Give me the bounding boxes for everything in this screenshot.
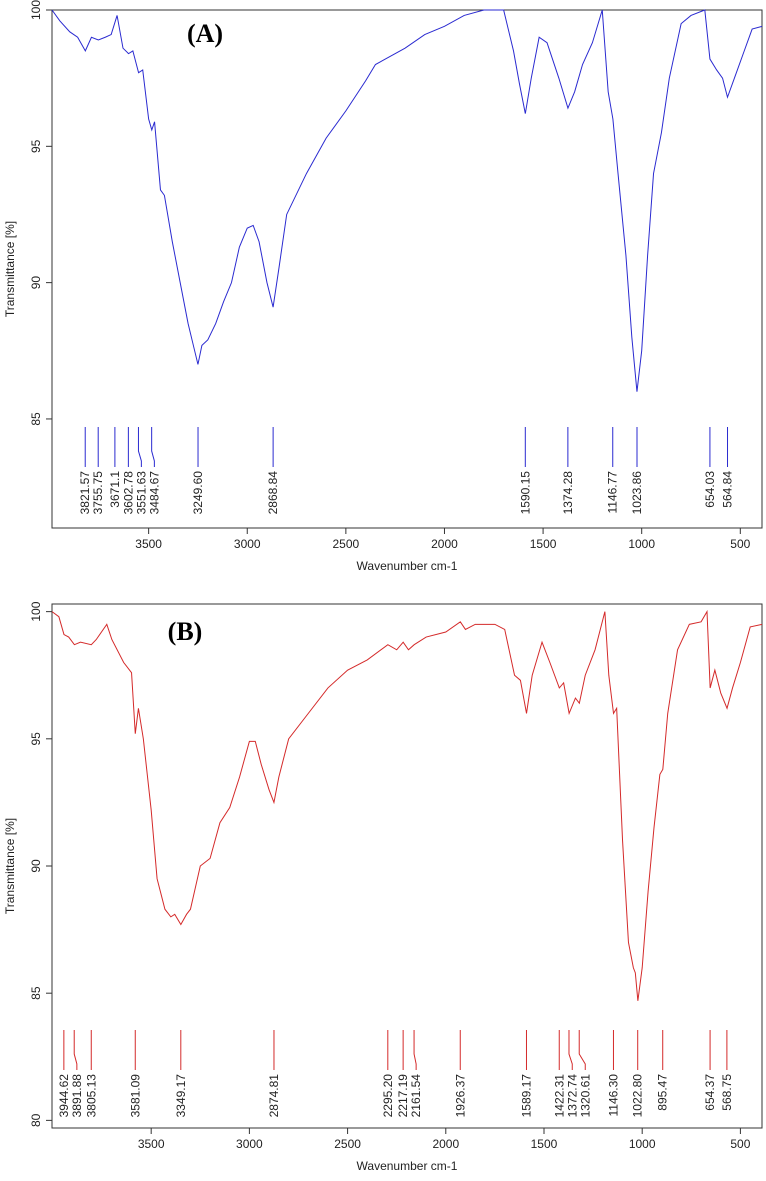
x-tick-label: 3000: [236, 1137, 263, 1151]
chart-title: (A): [187, 19, 223, 48]
peak-label: 1590.15: [518, 471, 532, 515]
y-tick-label: 90: [29, 859, 43, 873]
peak-label: 1146.30: [606, 1074, 620, 1117]
x-tick-label: 500: [730, 1137, 750, 1151]
y-tick-label: 95: [29, 139, 43, 153]
x-tick-label: 3000: [234, 537, 261, 551]
peak-label: 3755.75: [91, 471, 105, 515]
peak-label: 1146.77: [606, 471, 620, 514]
peak-label: 3944.62: [57, 1074, 71, 1118]
peak-label: 1374.28: [561, 471, 575, 515]
peak-label: 2874.81: [267, 1074, 281, 1118]
y-tick-label: 85: [29, 986, 43, 1000]
x-tick-label: 500: [730, 537, 750, 551]
peak-label: 2868.84: [266, 471, 280, 515]
y-tick-label: 80: [29, 1113, 43, 1127]
x-tick-label: 1500: [530, 537, 557, 551]
y-tick-label: 90: [29, 276, 43, 290]
x-tick-label: 3500: [135, 537, 162, 551]
peak-label: 3602.78: [121, 471, 135, 515]
plot-frame: [51, 603, 763, 1129]
x-tick-label: 1000: [628, 537, 655, 551]
peak-label: 3671.1: [108, 471, 122, 508]
peak-label: 2217.19: [396, 1074, 410, 1118]
x-axis-label: Wavenumber cm-1: [357, 559, 458, 573]
x-tick-label: 2500: [334, 1137, 361, 1151]
peak-label: 1422.31: [552, 1074, 566, 1118]
peak-marker: [413, 1030, 417, 1070]
peak-marker: [73, 1030, 78, 1070]
y-axis-label: Transmittance [%]: [3, 818, 17, 914]
peak-label: 654.37: [703, 1074, 717, 1111]
peak-marker: [151, 427, 155, 467]
spectrum-line: [51, 9, 763, 392]
peak-marker: [578, 1030, 586, 1070]
peak-label: 2161.54: [409, 1074, 423, 1118]
peak-label: 895.47: [656, 1074, 670, 1111]
peak-label: 3821.57: [78, 471, 92, 515]
peak-label: 1926.37: [453, 1074, 467, 1118]
y-tick-label: 100: [29, 601, 43, 621]
peak-label: 654.03: [703, 471, 717, 508]
peak-marker: [568, 1030, 573, 1070]
peak-label: 1022.80: [631, 1074, 645, 1118]
peak-label: 3891.88: [70, 1074, 84, 1118]
peak-label: 3349.17: [174, 1074, 188, 1118]
chart: 3500 3000 2500 2000 1500 1000 500 85 90 95 100 Wave…: [3, 0, 763, 573]
chart-title: (B): [168, 617, 203, 646]
peak-label: 568.75: [720, 1074, 734, 1111]
x-tick-label: 1500: [531, 1137, 558, 1151]
chart: 3500 3000 2500 2000 1500 1000 500 80 85 90 95 100 Wa…: [3, 601, 763, 1173]
peak-label: 2295.20: [381, 1074, 395, 1118]
x-axis-label: Wavenumber cm-1: [357, 1159, 458, 1173]
plot-frame: [51, 9, 763, 529]
y-tick-label: 100: [29, 0, 43, 20]
y-tick-label: 95: [29, 732, 43, 746]
y-axis-label: Transmittance [%]: [3, 221, 17, 317]
x-tick-label: 2000: [431, 537, 458, 551]
x-tick-label: 2500: [333, 537, 360, 551]
peak-label: 3581.09: [128, 1074, 142, 1118]
peak-label: 1320.61: [578, 1074, 592, 1118]
y-tick-label: 85: [29, 412, 43, 426]
peak-label: 564.84: [721, 471, 735, 508]
peak-label: 3484.67: [147, 471, 161, 515]
peak-label: 1023.86: [630, 471, 644, 515]
peak-label: 3805.13: [84, 1074, 98, 1118]
peak-marker: [137, 427, 142, 467]
spectrum-line: [51, 609, 763, 1001]
peak-label: 3551.63: [134, 471, 148, 515]
peak-label: 1589.17: [519, 1074, 533, 1118]
x-tick-label: 3500: [138, 1137, 165, 1151]
x-tick-label: 2000: [432, 1137, 459, 1151]
peak-label: 1372.74: [565, 1074, 579, 1118]
x-tick-label: 1000: [629, 1137, 656, 1151]
peak-label: 3249.60: [191, 471, 205, 515]
